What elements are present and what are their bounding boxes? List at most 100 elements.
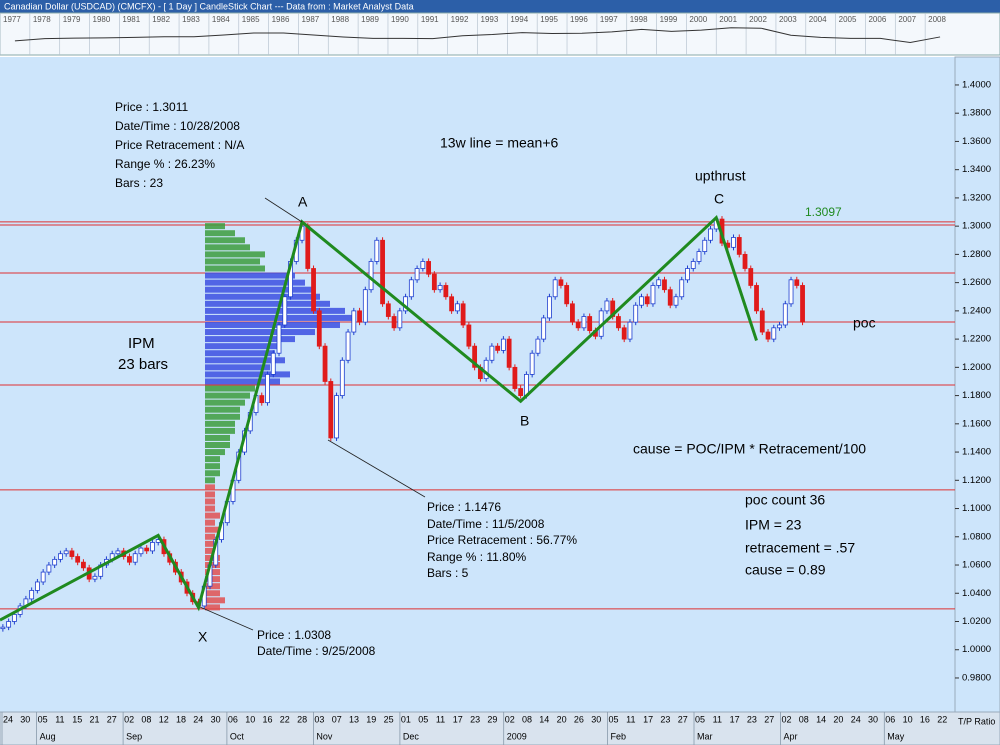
y-tick-label: 1.1200 <box>962 475 991 486</box>
candle <box>282 296 288 326</box>
candle <box>460 303 466 326</box>
pivot-label: B <box>520 413 529 429</box>
candle <box>748 268 754 286</box>
year-label: 1989 <box>361 15 379 24</box>
x-tick-label: 02 <box>781 714 791 724</box>
candle <box>127 556 132 563</box>
profile-bar <box>205 350 275 357</box>
candle <box>541 317 547 340</box>
candle <box>40 571 46 583</box>
annotation: IPM <box>128 335 155 352</box>
candle <box>759 310 765 333</box>
candle <box>731 237 736 248</box>
y-tick-label: 1.2400 <box>962 305 991 316</box>
year-label: 2006 <box>868 15 886 24</box>
price-axis <box>954 56 1000 713</box>
x-tick-label: 18 <box>176 714 186 724</box>
x-tick-label: 02 <box>124 714 134 724</box>
x-tick-label: 11 <box>626 714 635 724</box>
candle <box>92 575 98 580</box>
candle <box>604 300 610 312</box>
profile-bar <box>205 604 220 611</box>
candle <box>374 239 380 262</box>
candle <box>558 279 564 286</box>
x-tick-label: 22 <box>937 714 947 724</box>
annotation: Price : 1.3011 <box>115 100 188 114</box>
candle <box>644 296 650 305</box>
candle <box>512 366 518 389</box>
x-tick-label: 05 <box>695 714 705 724</box>
candle <box>431 273 437 291</box>
year-label: 1980 <box>93 15 111 24</box>
date-axis <box>0 711 1000 745</box>
profile-bar <box>205 329 315 336</box>
month-label: Oct <box>230 731 245 741</box>
y-tick-label: 1.3400 <box>962 164 991 175</box>
candle <box>380 239 385 305</box>
candle <box>58 553 63 560</box>
candle <box>0 626 6 630</box>
year-label: 1986 <box>272 15 290 24</box>
y-tick-label: 1.0800 <box>962 531 991 542</box>
year-label: 2005 <box>839 15 857 24</box>
x-tick-label: 08 <box>799 714 809 724</box>
candle <box>454 303 460 312</box>
x-tick-label: 05 <box>38 714 48 724</box>
profile-bar <box>205 427 235 434</box>
candle <box>351 310 357 333</box>
profile-bar <box>205 456 220 463</box>
annotation: cause = POC/IPM * Retracement/100 <box>633 441 866 457</box>
profile-bar <box>205 505 215 512</box>
candle <box>328 381 334 439</box>
x-tick-label: 30 <box>868 714 878 724</box>
candle <box>794 279 800 286</box>
candle <box>627 321 633 340</box>
year-label: 1995 <box>540 15 558 24</box>
y-tick-label: 1.0600 <box>962 560 991 571</box>
profile-bar <box>205 300 330 307</box>
candle <box>575 321 581 329</box>
year-label: 2003 <box>779 15 797 24</box>
candle <box>345 331 351 361</box>
profile-bar <box>205 357 285 364</box>
candle <box>138 547 144 555</box>
profile-bar <box>205 293 320 300</box>
x-tick-label: 24 <box>851 714 861 724</box>
x-tick-label: 28 <box>297 714 307 724</box>
profile-bar <box>205 272 295 279</box>
candle <box>11 614 17 622</box>
profile-bar <box>205 413 240 420</box>
candle <box>500 338 506 351</box>
month-label: Dec <box>403 731 420 741</box>
x-tick-label: 23 <box>470 714 480 724</box>
x-tick-label: 05 <box>608 714 618 724</box>
candle <box>547 296 552 319</box>
annotation: IPM = 23 <box>745 517 802 533</box>
candle <box>552 279 558 298</box>
candle <box>518 388 524 396</box>
year-label: 1982 <box>152 15 170 24</box>
x-tick-label: 05 <box>418 714 428 724</box>
profile-bar <box>205 406 240 413</box>
y-tick-label: 1.3000 <box>962 221 991 232</box>
year-label: 1983 <box>182 15 200 24</box>
x-tick-label: 30 <box>211 714 221 724</box>
annotation: Price : 1.0308 <box>257 628 331 642</box>
x-tick-label: 06 <box>228 714 238 724</box>
year-label: 2007 <box>898 15 916 24</box>
month-label: Mar <box>697 731 713 741</box>
annotation: retracement = .57 <box>745 540 855 556</box>
candle <box>69 550 75 557</box>
x-tick-label: 08 <box>522 714 532 724</box>
x-tick-label: 02 <box>505 714 515 724</box>
x-tick-label: 24 <box>3 714 13 724</box>
candle <box>685 268 690 281</box>
profile-bar <box>205 399 245 406</box>
month-label: Feb <box>611 731 627 741</box>
year-label: 1990 <box>391 15 409 24</box>
year-label: 1997 <box>600 15 618 24</box>
year-label: 2004 <box>809 15 827 24</box>
annotation: Price Retracement : N/A <box>115 138 244 152</box>
candle <box>495 345 501 351</box>
